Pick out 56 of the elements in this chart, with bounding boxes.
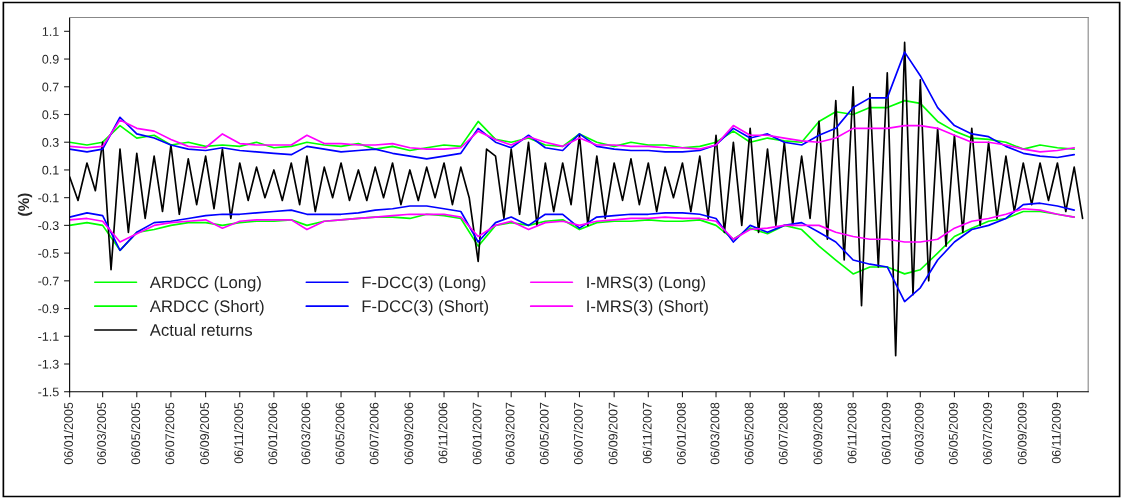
y-tick-label: 0.5	[42, 110, 59, 120]
x-tick-label: 06/11/2007	[642, 402, 652, 464]
y-tick-label: 0.3	[42, 138, 59, 147]
x-tick-label: 06/01/2008	[676, 402, 686, 465]
y-tick-label: 0.7	[42, 82, 59, 92]
x-tick-label: 06/07/2005	[165, 402, 175, 465]
x-tick-label: 06/09/2008	[813, 402, 823, 465]
legend-label: Actual returns	[149, 323, 253, 336]
y-tick-label: -0.5	[38, 248, 59, 258]
x-tick-label: 06/05/2009	[948, 402, 958, 465]
legend-label: F-DCC(3) (Long)	[362, 276, 486, 292]
x-tick-label: 06/07/2006	[369, 402, 379, 465]
y-tick-label: -0.7	[38, 276, 59, 286]
legend-label: F-DCC(3) (Short)	[362, 299, 489, 316]
x-tick-label: 06/11/2006	[438, 402, 448, 464]
x-tick-label: 06/03/2005	[96, 402, 106, 465]
y-tick-label: -0.3	[38, 221, 59, 231]
x-tick-label: 06/07/2009	[982, 402, 992, 465]
y-tick-label: 0.1	[42, 165, 59, 175]
y-tick-label: 1.1	[42, 27, 59, 36]
y-tick-label: -1.3	[38, 359, 59, 369]
x-tick-label: 06/07/2008	[778, 402, 788, 465]
x-tick-label: 06/05/2008	[744, 402, 754, 465]
x-tick-label: 06/11/2009	[1051, 402, 1061, 464]
x-tick-label: 06/01/2009	[881, 402, 891, 465]
x-tick-label: 06/11/2005	[233, 402, 244, 464]
x-tick-label: 06/03/2006	[301, 402, 311, 465]
x-tick-label: 06/09/2007	[608, 402, 618, 465]
legend-label: I-MRS(3) (Short)	[587, 299, 708, 316]
line-series	[69, 51, 1076, 160]
x-tick-label: 06/01/2006	[268, 402, 278, 465]
line-series	[69, 207, 1076, 243]
y-tick-label: -0.9	[38, 304, 59, 314]
x-tick-label: 06/01/2007	[472, 402, 482, 465]
x-tick-label: 06/09/2006	[404, 402, 414, 465]
x-tick-label: 06/07/2007	[573, 402, 583, 465]
x-tick-label: 06/09/2005	[199, 402, 209, 465]
y-axis-title: (%)	[17, 193, 33, 216]
x-tick-label: 06/09/2009	[1017, 402, 1027, 465]
y-tick-label: 0.9	[42, 54, 59, 64]
y-tick-label: -0.1	[38, 193, 59, 203]
legend-label: ARDCC (Long)	[149, 276, 261, 292]
y-tick-label: -1.1	[38, 332, 59, 341]
x-tick-label: 06/11/2008	[847, 402, 857, 464]
line-series	[69, 99, 1076, 152]
legend-label: I-MRS(3) (Long)	[587, 276, 706, 292]
x-tick-label: 06/03/2009	[914, 402, 924, 465]
x-tick-label: 06/03/2007	[505, 402, 515, 465]
x-tick-label: 06/05/2006	[335, 402, 345, 465]
x-tick-label: 06/01/2005	[63, 402, 73, 465]
x-tick-label: 06/03/2008	[710, 402, 720, 465]
legend-label: ARDCC (Short)	[149, 299, 264, 316]
x-tick-label: 06/05/2007	[539, 402, 549, 465]
x-tick-label: 06/05/2005	[130, 402, 141, 465]
y-tick-label: -1.5	[38, 387, 59, 397]
line-series	[69, 119, 1076, 153]
